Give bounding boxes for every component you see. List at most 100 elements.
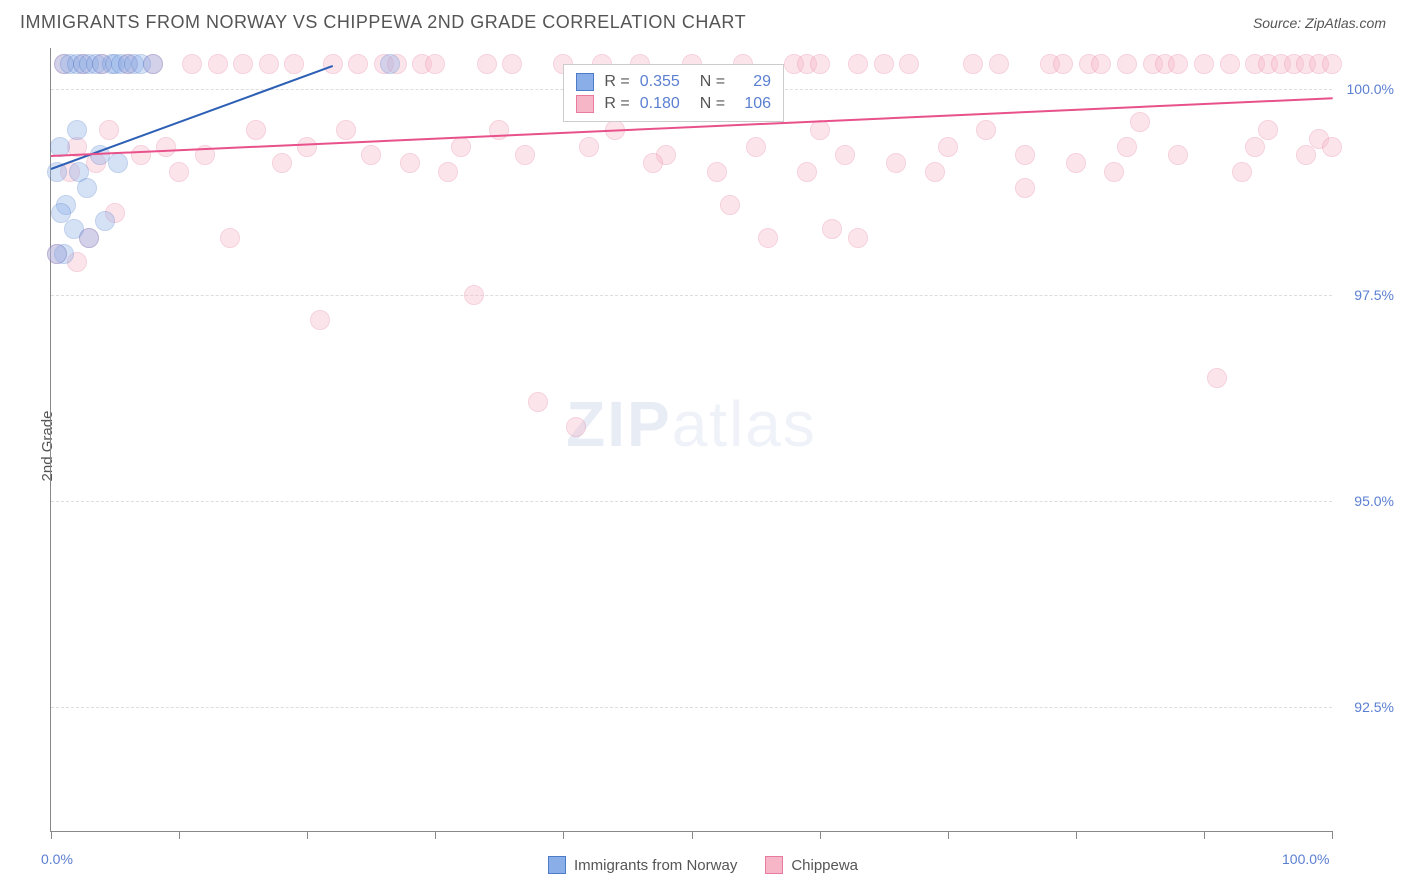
scatter-point — [233, 54, 253, 74]
scatter-point — [336, 120, 356, 140]
scatter-point — [822, 219, 842, 239]
scatter-point — [438, 162, 458, 182]
scatter-point — [1220, 54, 1240, 74]
scatter-point — [1194, 54, 1214, 74]
legend-item: Chippewa — [765, 856, 858, 874]
scatter-point — [108, 153, 128, 173]
scatter-point — [156, 137, 176, 157]
y-tick-label: 92.5% — [1354, 699, 1394, 715]
n-value: 106 — [735, 95, 771, 113]
scatter-point — [297, 137, 317, 157]
watermark-sub: atlas — [672, 388, 817, 460]
x-tick — [51, 831, 52, 839]
scatter-point — [1322, 137, 1342, 157]
scatter-point — [1322, 54, 1342, 74]
scatter-point — [208, 54, 228, 74]
scatter-point — [1091, 54, 1111, 74]
stats-box: R =0.355N =29R =0.180N =106 — [563, 64, 784, 122]
scatter-point — [1104, 162, 1124, 182]
scatter-point — [758, 228, 778, 248]
scatter-point — [51, 203, 71, 223]
x-tick — [948, 831, 949, 839]
scatter-point — [746, 137, 766, 157]
scatter-point — [1296, 145, 1316, 165]
scatter-point — [477, 54, 497, 74]
scatter-point — [1232, 162, 1252, 182]
r-value: 0.355 — [640, 73, 690, 91]
n-value: 29 — [735, 73, 771, 91]
scatter-point — [1117, 54, 1137, 74]
scatter-point — [1130, 112, 1150, 132]
scatter-point — [464, 285, 484, 305]
scatter-point — [502, 54, 522, 74]
scatter-point — [246, 120, 266, 140]
scatter-point — [361, 145, 381, 165]
stats-row: R = 0.355 N = 29 — [576, 71, 771, 93]
y-tick-label: 100.0% — [1347, 81, 1394, 97]
scatter-point — [1207, 368, 1227, 388]
scatter-point — [989, 54, 1009, 74]
scatter-point — [99, 120, 119, 140]
scatter-point — [874, 54, 894, 74]
scatter-point — [1258, 120, 1278, 140]
gridline — [51, 707, 1332, 708]
scatter-point — [348, 54, 368, 74]
scatter-point — [284, 54, 304, 74]
scatter-point — [797, 162, 817, 182]
scatter-point — [835, 145, 855, 165]
gridline — [51, 501, 1332, 502]
legend-swatch — [548, 856, 566, 874]
scatter-point — [47, 244, 67, 264]
legend-item: Immigrants from Norway — [548, 856, 737, 874]
scatter-point — [489, 120, 509, 140]
scatter-point — [310, 310, 330, 330]
scatter-point — [272, 153, 292, 173]
y-tick-label: 95.0% — [1354, 493, 1394, 509]
scatter-point — [899, 54, 919, 74]
scatter-point — [643, 153, 663, 173]
scatter-point — [259, 54, 279, 74]
legend-swatch — [765, 856, 783, 874]
r-label: R = — [604, 73, 629, 91]
scatter-point — [1117, 137, 1137, 157]
n-label: N = — [700, 95, 725, 113]
scatter-point — [810, 120, 830, 140]
scatter-point — [707, 162, 727, 182]
scatter-point — [220, 228, 240, 248]
x-tick — [820, 831, 821, 839]
series-swatch — [576, 73, 594, 91]
x-tick — [563, 831, 564, 839]
plot-area: ZIPatlas 92.5%95.0%97.5%100.0%0.0%100.0%… — [50, 48, 1332, 832]
stats-row: R =0.180N =106 — [576, 93, 771, 115]
x-tick — [692, 831, 693, 839]
scatter-point — [77, 178, 97, 198]
scatter-point — [1168, 54, 1188, 74]
scatter-point — [380, 54, 400, 74]
scatter-point — [79, 228, 99, 248]
x-tick — [1076, 831, 1077, 839]
scatter-point — [925, 162, 945, 182]
scatter-point — [976, 120, 996, 140]
scatter-point — [1245, 137, 1265, 157]
scatter-point — [1168, 145, 1188, 165]
scatter-point — [848, 228, 868, 248]
scatter-point — [848, 54, 868, 74]
gridline — [51, 295, 1332, 296]
scatter-point — [425, 54, 445, 74]
bottom-legend: Immigrants from Norway Chippewa — [0, 856, 1406, 874]
series-swatch — [576, 95, 594, 113]
watermark: ZIPatlas — [566, 387, 817, 461]
scatter-point — [810, 54, 830, 74]
scatter-point — [1053, 54, 1073, 74]
n-label: N = — [700, 73, 725, 91]
scatter-point — [451, 137, 471, 157]
scatter-point — [131, 145, 151, 165]
scatter-point — [400, 153, 420, 173]
r-label: R = — [604, 95, 629, 113]
scatter-point — [938, 137, 958, 157]
chart-area: ZIPatlas 92.5%95.0%97.5%100.0%0.0%100.0%… — [50, 48, 1332, 832]
scatter-point — [1015, 178, 1035, 198]
scatter-point — [886, 153, 906, 173]
scatter-point — [963, 54, 983, 74]
scatter-point — [95, 211, 115, 231]
